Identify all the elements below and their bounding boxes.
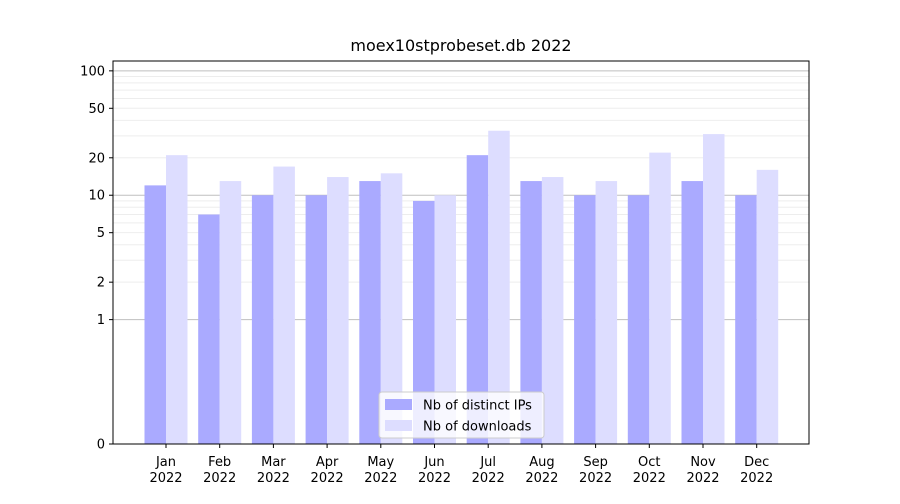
bar (703, 134, 725, 444)
x-tick-label: Aug (529, 455, 554, 470)
bar (541, 177, 564, 444)
bar (380, 173, 403, 444)
bar (466, 155, 489, 444)
bar (735, 195, 757, 444)
bar (520, 181, 542, 444)
x-tick-label: Feb (208, 455, 231, 470)
legend-swatch (385, 399, 412, 410)
legend-box (378, 391, 545, 439)
legend-swatch (385, 420, 412, 431)
y-tick-label: 20 (88, 151, 105, 166)
bar (574, 195, 596, 444)
bar (251, 195, 274, 444)
chart-title: moex10stprobeset.db 2022 (350, 36, 571, 55)
x-tick-label: 2022 (364, 471, 397, 486)
x-tick-label: 2022 (740, 471, 773, 486)
x-tick-label: 2022 (311, 471, 344, 486)
x-tick-label: 2022 (686, 471, 719, 486)
x-tick-label: Jun (423, 455, 444, 470)
y-tick-label: 10 (88, 189, 105, 204)
bar (488, 130, 510, 444)
x-tick-label: 2022 (149, 471, 182, 486)
bar (595, 181, 618, 444)
x-tick-label: Sep (583, 455, 608, 470)
bar (359, 181, 381, 444)
x-tick-label: Apr (316, 455, 339, 470)
bar (305, 195, 328, 444)
x-tick-label: Jan (155, 455, 176, 470)
bar (627, 195, 650, 444)
y-tick-label: 2 (97, 276, 105, 291)
x-tick-label: 2022 (418, 471, 451, 486)
bars-layer (144, 130, 779, 445)
bar (144, 185, 166, 444)
axes-layer: 0125102050100Jan2022Feb2022Mar2022Apr202… (80, 60, 810, 486)
bar (413, 200, 435, 444)
legend-label: Nb of downloads (423, 420, 532, 435)
x-tick-label: 2022 (472, 471, 505, 486)
y-tick-label: 5 (97, 226, 105, 241)
bar (219, 181, 242, 444)
x-tick-label: Oct (638, 455, 660, 470)
plot-frame (112, 60, 810, 445)
x-tick-label: Nov (690, 455, 716, 470)
bar (756, 169, 779, 444)
x-tick-label: 2022 (257, 471, 290, 486)
x-tick-label: Dec (744, 455, 769, 470)
x-tick-label: Mar (261, 455, 286, 470)
x-tick-label: 2022 (633, 471, 666, 486)
bar (327, 177, 349, 444)
x-tick-label: May (367, 455, 394, 470)
bar (198, 214, 220, 444)
y-tick-label: 100 (80, 64, 105, 79)
y-tick-label: 0 (97, 438, 105, 453)
bar (681, 181, 703, 444)
bar (166, 155, 188, 444)
x-tick-label: 2022 (579, 471, 612, 486)
y-tick-label: 50 (88, 102, 105, 117)
legend-label: Nb of distinct IPs (423, 399, 532, 414)
x-tick-label: 2022 (525, 471, 558, 486)
y-tick-label: 1 (97, 313, 105, 328)
bar (434, 195, 456, 444)
bar (649, 152, 671, 445)
bar (273, 166, 295, 444)
legend: Nb of distinct IPs Nb of downloads (378, 391, 545, 439)
x-tick-label: 2022 (203, 471, 236, 486)
x-tick-label: Jul (479, 455, 496, 470)
